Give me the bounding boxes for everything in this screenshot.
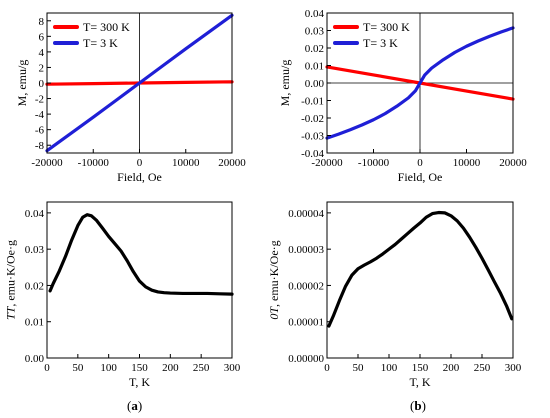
y-tick-label: 0.04	[305, 8, 325, 20]
y-tick-label: -2	[35, 94, 44, 106]
chart-top-right: -20000 -10000 0 10000 20000 -0.04 -0.03 -0.02 -0…	[278, 8, 527, 184]
x-tick-label: 150	[131, 362, 148, 374]
y-axis-label: M, emu/g	[15, 60, 29, 107]
x-tick-label: 50	[353, 362, 365, 374]
x-axis-label: T, K	[409, 375, 430, 389]
x-axis-label: Field, Oe	[398, 170, 443, 184]
x-tick-label: 100	[381, 362, 398, 374]
y-tick-label: 0.00	[305, 78, 325, 90]
y-tick-label: 4	[39, 47, 45, 59]
y-tick-label: 0.00	[25, 353, 45, 365]
caption-a: (a)	[127, 398, 143, 413]
y-axis-label: M, emu/g	[278, 60, 292, 107]
y-tick-label: 0.02	[305, 43, 324, 55]
y-tick-label: -0.02	[301, 113, 324, 125]
y-axis-label-rest: , emu·K/Oe·g	[4, 240, 18, 307]
y-axis-label-italic: 0T	[267, 306, 281, 320]
series-line-1	[45, 13, 234, 153]
legend-label-1: T= 3 K	[363, 36, 398, 50]
y-tick-label: 0	[39, 78, 45, 90]
caption-b-letter: b	[414, 398, 422, 413]
y-tick-label: 2	[39, 62, 45, 74]
x-tick-label: 0	[324, 362, 330, 374]
x-tick-label: -20000	[311, 157, 343, 169]
y-tick-label: 0.03	[305, 26, 325, 38]
y-tick-label: -6	[35, 125, 45, 137]
x-tick-label: 20000	[499, 157, 527, 169]
legend-label-0: T= 300 K	[83, 20, 130, 34]
series-line-0	[48, 213, 234, 296]
caption-a-letter: a	[131, 398, 138, 413]
caption-b: (b)	[410, 398, 426, 413]
x-tick-label: 100	[100, 362, 117, 374]
chart-bottom-left: 0 50 100 150 200 250 300 0.00 0.01 0.02 0.03 0.04 T,…	[4, 201, 241, 389]
y-tick-label: -0.01	[301, 96, 324, 108]
y-tick-label: 0.01	[305, 61, 324, 73]
y-axis-label-italic: TT	[4, 305, 18, 320]
x-axis-label: T, K	[129, 375, 150, 389]
y-tick-label: 0.00004	[288, 208, 324, 220]
y-tick-label: 0.03	[25, 244, 45, 256]
x-tick-label: 200	[162, 362, 179, 374]
y-tick-label: 0.04	[25, 208, 45, 220]
x-tick-label: 150	[412, 362, 429, 374]
x-tick-label: 250	[193, 362, 210, 374]
y-tick-label: -4	[35, 109, 45, 121]
series-line-1	[325, 26, 515, 140]
x-tick-label: 0	[417, 157, 423, 169]
legend-label-1: T= 3 K	[83, 36, 118, 50]
chart-bottom-right: 0 50 100 150 200 250 300 0.00000 0.00001 0.00002 0…	[267, 201, 522, 389]
x-tick-label: 300	[505, 362, 522, 374]
y-axis-label-rest: , emu·K/Oe·g	[267, 240, 281, 307]
x-tick-label: 50	[72, 362, 84, 374]
y-axis-label: TT, emu·K/Oe·g	[4, 240, 18, 320]
x-tick-label: 300	[224, 362, 241, 374]
x-tick-label: 0	[137, 157, 143, 169]
y-tick-label: 0.00002	[288, 280, 324, 292]
y-axis-label: 0T, emu·K/Oe·g	[267, 240, 281, 319]
y-tick-label: 8	[39, 16, 45, 28]
x-tick-label: 250	[474, 362, 491, 374]
chart-top-left: -20000 -10000 0 10000 20000 -8 -6 -4 -2 0 2 4 6 8 Fiel…	[15, 12, 246, 184]
legend-label-0: T= 300 K	[363, 20, 410, 34]
x-tick-label: -10000	[358, 157, 390, 169]
x-tick-label: -20000	[31, 157, 63, 169]
y-tick-label: -0.04	[301, 148, 324, 160]
y-tick-label: -0.03	[301, 131, 324, 143]
series-line-0	[327, 210, 514, 328]
x-axis-label: Field, Oe	[117, 170, 162, 184]
x-tick-label: 0	[44, 362, 50, 374]
y-tick-label: -8	[35, 140, 45, 152]
x-tick-label: 10000	[172, 157, 200, 169]
x-tick-label: 20000	[218, 157, 246, 169]
y-tick-label: 6	[39, 31, 45, 43]
x-tick-label: -10000	[78, 157, 110, 169]
y-tick-label: 0.00000	[288, 353, 324, 365]
x-tick-label: 200	[443, 362, 460, 374]
plot-frame	[326, 201, 514, 359]
x-tick-label: 10000	[453, 157, 481, 169]
y-tick-label: 0.00003	[288, 244, 324, 256]
y-tick-label: 0.02	[25, 280, 44, 292]
y-tick-label: 0.01	[25, 317, 44, 329]
y-tick-label: 0.00001	[288, 317, 324, 329]
